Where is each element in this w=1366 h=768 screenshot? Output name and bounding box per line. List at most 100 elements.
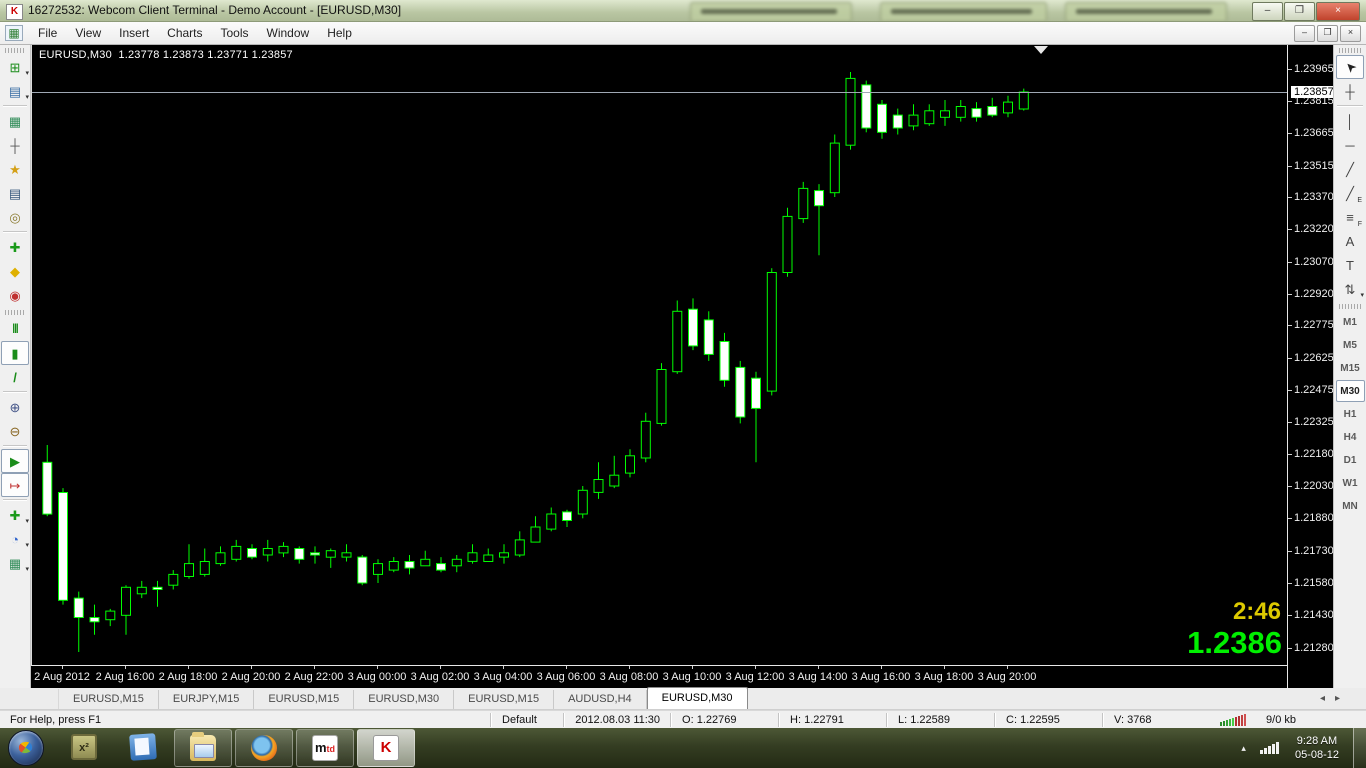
close-button[interactable]: × <box>1316 2 1360 21</box>
profiles-icon[interactable]: ▤ ▾ <box>8 83 29 102</box>
line-chart-mode-icon[interactable]: / <box>13 369 17 385</box>
time-tick <box>440 666 441 669</box>
auto-scroll-icon[interactable]: ▶ <box>1 449 29 473</box>
period-m30-button[interactable]: M30 <box>1335 380 1365 402</box>
horizontal-line-icon[interactable]: ─ <box>1345 137 1355 153</box>
cursor-icon[interactable]: ➤ <box>1336 55 1364 79</box>
status-profile[interactable]: Default <box>502 713 537 726</box>
time-label: 3 Aug 02:00 <box>410 671 470 683</box>
menu-view[interactable]: View <box>75 26 102 40</box>
data-window-icon[interactable]: ┼ <box>10 137 20 153</box>
tab-scroll-left-icon[interactable]: ◂ <box>1319 693 1325 704</box>
price-axis[interactable]: 1.23965 1.23815 1.23665 1.23515 1.23370 1.232… <box>1287 45 1337 688</box>
status-h-value: H: 1.22791 <box>790 713 844 726</box>
title-bar[interactable]: K 16272532: Webcom Client Terminal - Dem… <box>0 0 1366 22</box>
time-tick <box>188 666 189 669</box>
market-watch-icon[interactable]: ▦ <box>8 113 22 129</box>
zoom-out-icon[interactable]: ⊖ <box>9 423 21 439</box>
chart-shift-icon[interactable]: ↦ <box>1 473 29 497</box>
chart-tab-eurusd-m15[interactable]: EURUSD,M15 <box>59 690 159 709</box>
status-traffic: 9/0 kb <box>1266 713 1296 726</box>
taskbar-explorer-button[interactable] <box>174 729 232 767</box>
text-label-icon[interactable]: T <box>1346 257 1354 273</box>
webcom-terminal-icon: K <box>373 735 399 761</box>
menu-tools[interactable]: Tools <box>220 26 249 40</box>
show-desktop-button[interactable] <box>1353 728 1366 768</box>
start-button[interactable] <box>8 730 44 766</box>
toolbar-grip[interactable] <box>5 310 25 315</box>
navigator-icon[interactable]: ★ <box>9 161 21 177</box>
toolbar-grip[interactable] <box>5 48 25 53</box>
chart-tab-eurusd-m15[interactable]: EURUSD,M15 <box>454 690 555 709</box>
time-label: 3 Aug 06:00 <box>536 671 596 683</box>
child-close-button[interactable]: × <box>1340 24 1361 42</box>
restore-button[interactable]: ❐ <box>1284 2 1315 21</box>
price-tick <box>1288 325 1292 326</box>
period-d1-button[interactable]: D1 <box>1343 454 1357 466</box>
vertical-line-icon[interactable]: │ <box>1345 113 1355 129</box>
toolbar-separator <box>3 499 27 501</box>
period-mn-button[interactable]: MN <box>1342 500 1358 512</box>
price-tick <box>1288 133 1292 134</box>
minimize-button[interactable]: – <box>1252 2 1283 21</box>
status-o-value: O: 1.22769 <box>682 713 737 726</box>
strategy-tester-icon[interactable]: ◎ <box>9 209 21 225</box>
taskbar-media-app-button[interactable]: mtd <box>296 729 354 767</box>
status-help-text: For Help, press F1 <box>10 713 102 726</box>
tray-expand-icon[interactable]: ▴ <box>1241 742 1246 753</box>
child-minimize-button[interactable]: – <box>1294 24 1315 42</box>
child-restore-button[interactable]: ❐ <box>1317 24 1338 42</box>
arrows-icon[interactable]: ⇅ ▾ <box>1344 281 1364 300</box>
taskbar-webcom-terminal-button[interactable]: K <box>357 729 415 767</box>
chart-tab-eurusd-m30[interactable]: EURUSD,M30 <box>354 690 455 709</box>
chart-shift-marker[interactable] <box>1034 46 1048 54</box>
menu-help[interactable]: Help <box>327 26 352 40</box>
time-tick <box>1007 666 1008 669</box>
taskbar-calculator-button[interactable]: x² <box>56 729 112 765</box>
metaeditor-icon[interactable]: ◆ <box>10 263 20 279</box>
autotrading-icon[interactable]: ◉ <box>9 287 21 303</box>
bar-chart-mode-icon[interactable]: ||| <box>12 323 18 334</box>
chart-tab-eurusd-m30[interactable]: EURUSD,M30 <box>646 687 748 709</box>
new-order-icon[interactable]: ✚ <box>9 239 21 255</box>
menu-file[interactable]: File <box>38 26 58 40</box>
period-m1-button[interactable]: M1 <box>1343 316 1357 328</box>
crosshair-icon[interactable]: ┼ <box>1345 83 1355 99</box>
terminal-icon[interactable]: ▤ <box>8 185 22 201</box>
period-m5-button[interactable]: M5 <box>1343 339 1357 351</box>
child-window-controls: – ❐ × <box>1294 24 1361 42</box>
period-m15-button[interactable]: M15 <box>1340 362 1360 374</box>
period-h1-button[interactable]: H1 <box>1343 408 1357 420</box>
text-icon[interactable]: A <box>1345 233 1355 249</box>
menu-window[interactable]: Window <box>266 26 310 40</box>
network-signal-icon[interactable] <box>1259 742 1279 754</box>
firefox-icon <box>251 735 277 761</box>
zoom-in-icon[interactable]: ⊕ <box>9 399 21 415</box>
time-tick <box>944 666 945 669</box>
network-activity-icon <box>1210 713 1256 726</box>
period-h4-button[interactable]: H4 <box>1343 431 1357 443</box>
candlestick-mode-icon[interactable]: ▮ <box>1 341 29 365</box>
chart-tab-audusd-h4[interactable]: AUDUSD,H4 <box>554 690 647 709</box>
toolbar-grip[interactable] <box>1339 304 1361 309</box>
new-chart-icon[interactable]: ⊞ ▾ <box>9 59 29 78</box>
tab-scroll-right-icon[interactable]: ▸ <box>1334 693 1340 704</box>
toolbar-grip[interactable] <box>1339 48 1361 53</box>
templates-icon[interactable]: ▦ ▾ <box>8 555 29 574</box>
menu-insert[interactable]: Insert <box>119 26 150 40</box>
taskbar-firefox-button[interactable] <box>235 729 293 767</box>
period-w1-button[interactable]: W1 <box>1342 477 1358 489</box>
menu-charts[interactable]: Charts <box>167 26 203 40</box>
trendline-icon[interactable]: ╱ <box>1346 161 1354 177</box>
indicators-list-icon[interactable]: ✚ ▾ <box>9 507 29 526</box>
time-axis[interactable]: 2 Aug 2012 2 Aug 16:00 2 Aug 18:00 2 Aug 20… <box>31 665 1287 688</box>
taskbar: x² mtd K ▴ 9:28 AM 05-08-12 <box>0 728 1366 768</box>
taskbar-clock[interactable]: 9:28 AM 05-08-12 <box>1295 734 1339 762</box>
periods-list-icon[interactable]: ◔ ▾ <box>11 531 29 550</box>
fibonacci-retracement-icon[interactable]: ≡ F <box>1346 209 1362 229</box>
chart-tab-eurusd-m15[interactable]: EURUSD,M15 <box>254 690 355 709</box>
taskbar-editor-button[interactable] <box>115 729 171 765</box>
equidistant-channel-icon[interactable]: ╱ E <box>1346 185 1362 205</box>
chart-tab-eurjpy-m15[interactable]: EURJPY,M15 <box>159 690 255 709</box>
chart-plot[interactable]: EURUSD,M30 1.23778 1.23873 1.23771 1.238… <box>31 45 1287 665</box>
